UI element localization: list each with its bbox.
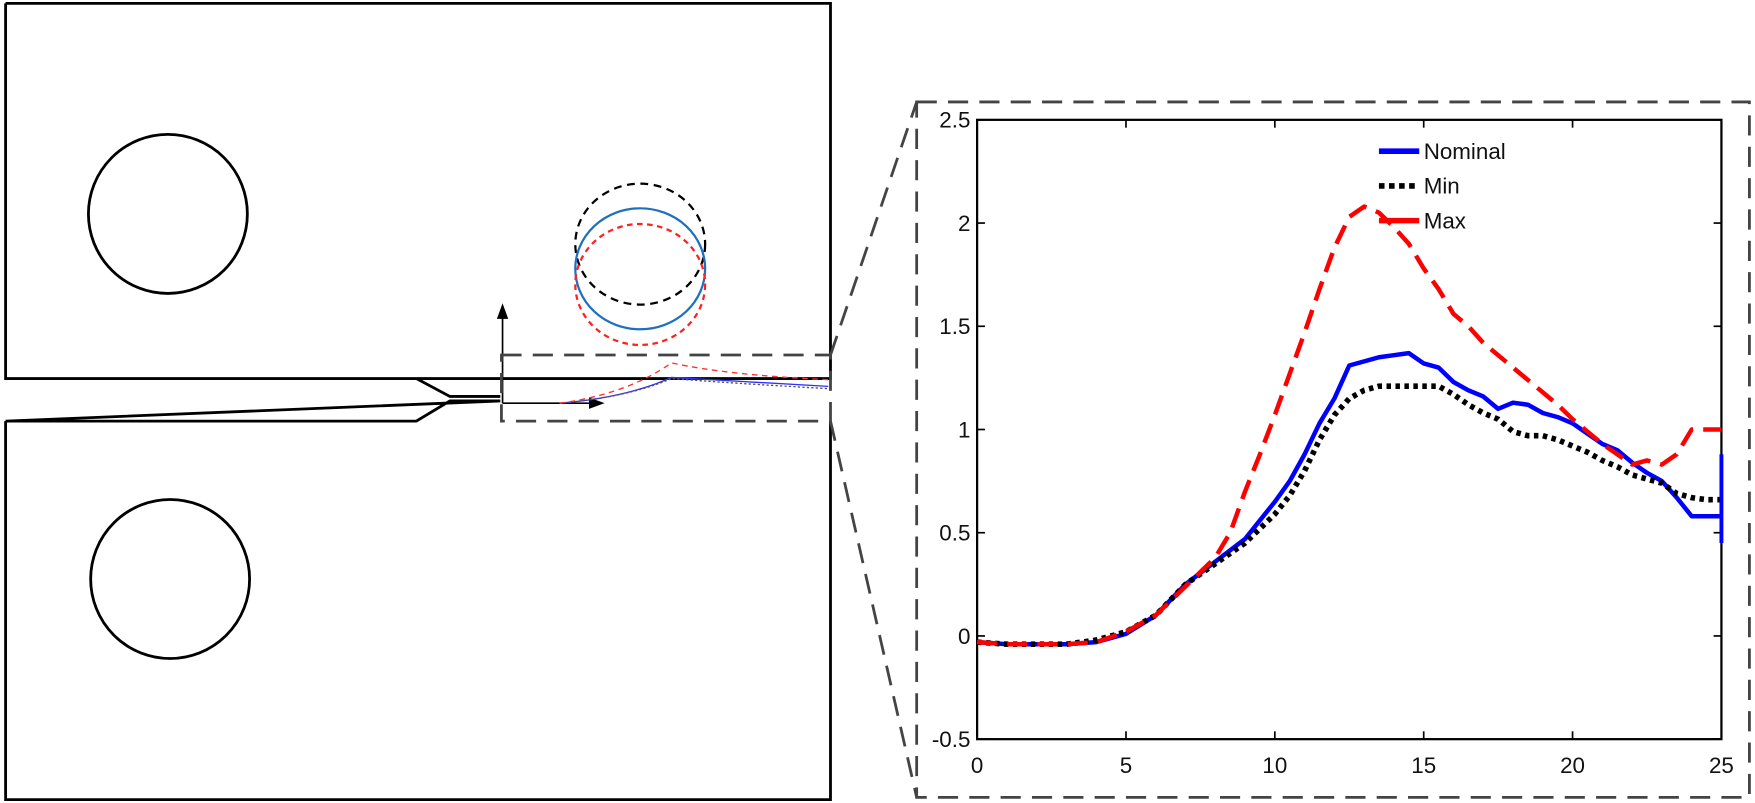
x-tick-label: 25	[1709, 753, 1734, 778]
x-tick-label: 20	[1560, 753, 1585, 778]
legend: Nominal Min Max	[1378, 139, 1506, 233]
legend-label-max: Max	[1424, 208, 1466, 233]
y-tick-label: 1.5	[939, 314, 970, 339]
x-tick-label: 10	[1262, 753, 1287, 778]
specimen-upper-half	[5, 1, 832, 423]
hole-variation-circles	[574, 182, 707, 347]
pin-hole-lower	[89, 498, 251, 660]
legend-label-nominal: Nominal	[1424, 139, 1506, 164]
x-tick-label: 5	[1120, 753, 1132, 778]
nominal-hole-circle	[574, 207, 707, 331]
y-tick-label: 1	[958, 417, 970, 442]
y-tick-label: 0.5	[939, 521, 970, 546]
x-tick-label: 15	[1411, 753, 1436, 778]
x-tick-label: 0	[971, 753, 983, 778]
y-tick-label: 2	[958, 211, 970, 236]
axes-frame	[975, 118, 1723, 741]
specimen-upper-outline	[4, 3, 417, 380]
pin-hole-upper	[87, 132, 249, 295]
x-arrow-icon	[589, 397, 605, 409]
y-tick-label: 2.5	[939, 108, 970, 133]
max-hole-circle	[574, 222, 707, 347]
series-min	[976, 383, 1722, 647]
zoom-box	[500, 100, 1751, 799]
y-arrow-icon	[496, 303, 509, 319]
specimen-schematic	[4, 1, 832, 802]
legend-label-min: Min	[1424, 174, 1460, 199]
series-max	[976, 204, 1722, 647]
specimen-lower-outline	[4, 421, 832, 802]
y-tick-label: 0	[958, 624, 970, 649]
coordinate-axes	[496, 303, 605, 409]
min-hole-circle	[574, 182, 707, 306]
y-tick-label: -0.5	[932, 727, 971, 752]
mini-crack-paths	[559, 362, 829, 404]
